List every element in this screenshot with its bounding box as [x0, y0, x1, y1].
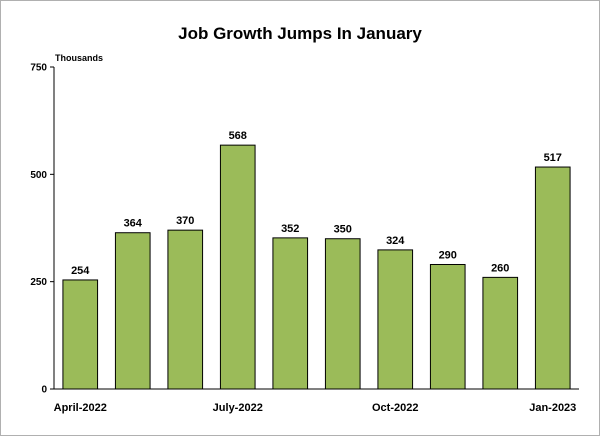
bar-july-2022	[219, 144, 256, 390]
data-label: 364	[124, 218, 143, 230]
chart-title: Job Growth Jumps In January	[178, 24, 422, 43]
bar-sep-2022	[324, 238, 361, 390]
x-tick-label: Oct-2022	[372, 402, 418, 414]
data-label: 517	[544, 152, 562, 164]
y-tick-label: 500	[30, 170, 47, 181]
x-tick-label: April-2022	[54, 402, 107, 414]
y-axis-unit-label: Thousands	[55, 53, 103, 63]
data-label: 254	[71, 265, 90, 277]
y-axis: 0 250 500 750	[30, 63, 55, 396]
x-tick-label: Jan-2023	[529, 402, 576, 414]
y-tick-label: 0	[41, 385, 47, 396]
bar-jan-2023	[534, 166, 571, 390]
data-label: 568	[229, 130, 247, 142]
x-tick-label: July-2022	[213, 402, 263, 414]
bar-aug-2022	[272, 237, 309, 390]
bar-nov-2022	[429, 263, 466, 390]
data-label: 290	[439, 249, 457, 261]
bar-may-2022	[114, 232, 151, 390]
bar-dec-2022	[482, 276, 519, 390]
y-tick-label: 250	[30, 277, 47, 288]
bar-april-2022	[62, 279, 99, 390]
data-label: 370	[176, 215, 194, 227]
data-label: 324	[386, 235, 405, 247]
bar-oct-2022	[377, 249, 414, 390]
bar-june-2022	[167, 229, 204, 390]
data-label: 350	[334, 224, 352, 236]
data-label: 352	[281, 223, 299, 235]
x-axis: April-2022 July-2022 Oct-2022 Jan-2023	[54, 388, 579, 414]
bars: 254 364 370 568 352 350 324 290 260 517	[62, 130, 571, 390]
data-label: 260	[491, 262, 509, 274]
y-tick-label: 750	[30, 63, 47, 74]
